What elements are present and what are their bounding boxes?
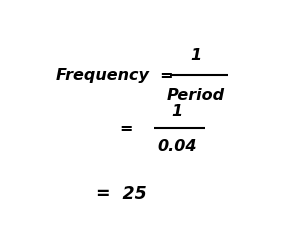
Text: 1: 1 [171,104,183,118]
Text: Period: Period [167,88,225,103]
Text: =: = [119,121,133,136]
Text: 1: 1 [190,48,201,62]
Text: 0.04: 0.04 [157,138,197,153]
Text: Frequency  =: Frequency = [56,68,174,83]
Text: =  25: = 25 [96,185,146,202]
